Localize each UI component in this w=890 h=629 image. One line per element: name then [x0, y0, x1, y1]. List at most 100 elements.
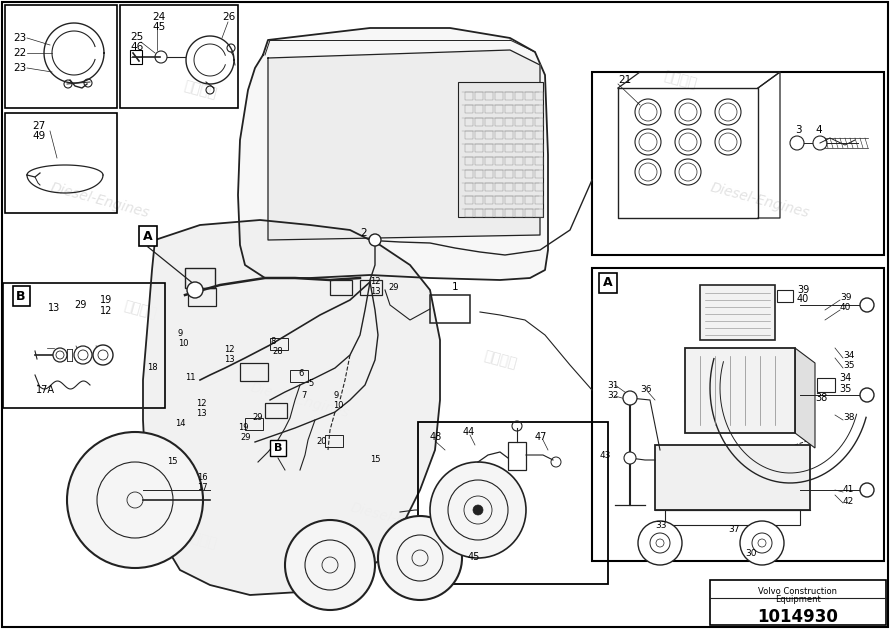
Text: Volvo Construction: Volvo Construction [758, 586, 837, 596]
Polygon shape [238, 28, 548, 280]
Bar [525, 144, 533, 152]
Text: 35: 35 [843, 360, 854, 369]
Text: 37: 37 [728, 525, 740, 535]
Text: 4: 4 [815, 125, 821, 135]
Bar [515, 157, 523, 165]
Text: 10: 10 [333, 401, 344, 409]
Bar [495, 105, 503, 113]
Polygon shape [268, 50, 540, 240]
Circle shape [430, 462, 526, 558]
Text: 44: 44 [463, 427, 475, 437]
Bar [525, 157, 533, 165]
Text: B: B [274, 443, 282, 453]
Text: 40: 40 [797, 294, 809, 304]
Text: 15: 15 [167, 457, 177, 467]
Bar [515, 183, 523, 191]
Bar [505, 131, 513, 139]
Bar [475, 170, 483, 178]
Bar [325, 435, 343, 447]
Bar [508, 442, 526, 470]
Bar [475, 183, 483, 191]
Bar [475, 92, 483, 100]
Bar [535, 105, 543, 113]
Text: 38: 38 [815, 393, 827, 403]
Bar [430, 295, 470, 323]
Bar [495, 131, 503, 139]
Text: 19: 19 [100, 295, 112, 305]
Text: 23: 23 [13, 33, 26, 43]
Text: 29: 29 [74, 300, 86, 310]
Bar [495, 196, 503, 204]
Text: 33: 33 [655, 521, 667, 530]
Bar [360, 280, 382, 295]
Bar [330, 280, 352, 295]
Circle shape [369, 234, 381, 246]
Circle shape [93, 345, 113, 365]
Bar [525, 118, 533, 126]
Bar [515, 131, 523, 139]
Text: 紫发动力: 紫发动力 [182, 529, 218, 551]
Text: 41: 41 [843, 486, 854, 494]
Bar [505, 209, 513, 217]
Text: 12: 12 [370, 277, 381, 286]
Bar [515, 196, 523, 204]
Bar [535, 157, 543, 165]
Bar [535, 196, 543, 204]
Text: 12: 12 [196, 399, 206, 408]
Bar [817, 378, 835, 392]
Text: 28: 28 [272, 347, 283, 357]
Polygon shape [795, 348, 815, 448]
Text: 30: 30 [745, 548, 756, 557]
Text: 11: 11 [185, 372, 196, 382]
Bar [465, 118, 473, 126]
Bar [495, 183, 503, 191]
Text: A: A [603, 277, 613, 289]
Circle shape [638, 521, 682, 565]
Text: Diesel-Engines: Diesel-Engines [249, 380, 352, 420]
Text: 23: 23 [13, 63, 26, 73]
Bar [465, 170, 473, 178]
Bar [535, 183, 543, 191]
Bar [418, 422, 608, 584]
Bar [485, 183, 493, 191]
Bar [505, 157, 513, 165]
Text: Diesel-Engines: Diesel-Engines [269, 50, 371, 90]
Text: 12: 12 [100, 306, 112, 316]
Polygon shape [143, 220, 440, 595]
Bar [458, 82, 543, 217]
Bar [525, 92, 533, 100]
Text: 49: 49 [32, 131, 45, 141]
Text: 16: 16 [197, 474, 207, 482]
Circle shape [378, 516, 462, 600]
Bar [185, 268, 215, 288]
Text: 35: 35 [839, 384, 852, 394]
Text: 38: 38 [843, 413, 854, 423]
Text: 34: 34 [839, 373, 851, 383]
Text: 46: 46 [130, 42, 143, 52]
Bar [188, 288, 216, 306]
Bar [505, 170, 513, 178]
Bar [525, 196, 533, 204]
Text: 17A: 17A [36, 385, 55, 395]
Bar [495, 118, 503, 126]
Bar [525, 209, 533, 217]
Text: 19: 19 [238, 423, 248, 433]
Bar [5, 5, 117, 108]
Bar [495, 157, 503, 165]
Bar [525, 183, 533, 191]
Text: 1: 1 [452, 282, 458, 292]
Bar [485, 131, 493, 139]
Text: Diesel-Engines: Diesel-Engines [708, 180, 811, 220]
Text: 9: 9 [333, 391, 338, 399]
Bar [515, 209, 523, 217]
Circle shape [187, 282, 203, 298]
Bar [465, 92, 473, 100]
Circle shape [473, 505, 483, 515]
Bar [495, 170, 503, 178]
Text: 13: 13 [370, 287, 381, 296]
Text: 40: 40 [840, 304, 852, 313]
Text: Diesel-Engines: Diesel-Engines [349, 500, 451, 540]
Text: 42: 42 [843, 496, 854, 506]
Text: 21: 21 [618, 75, 631, 85]
Bar [495, 209, 503, 217]
